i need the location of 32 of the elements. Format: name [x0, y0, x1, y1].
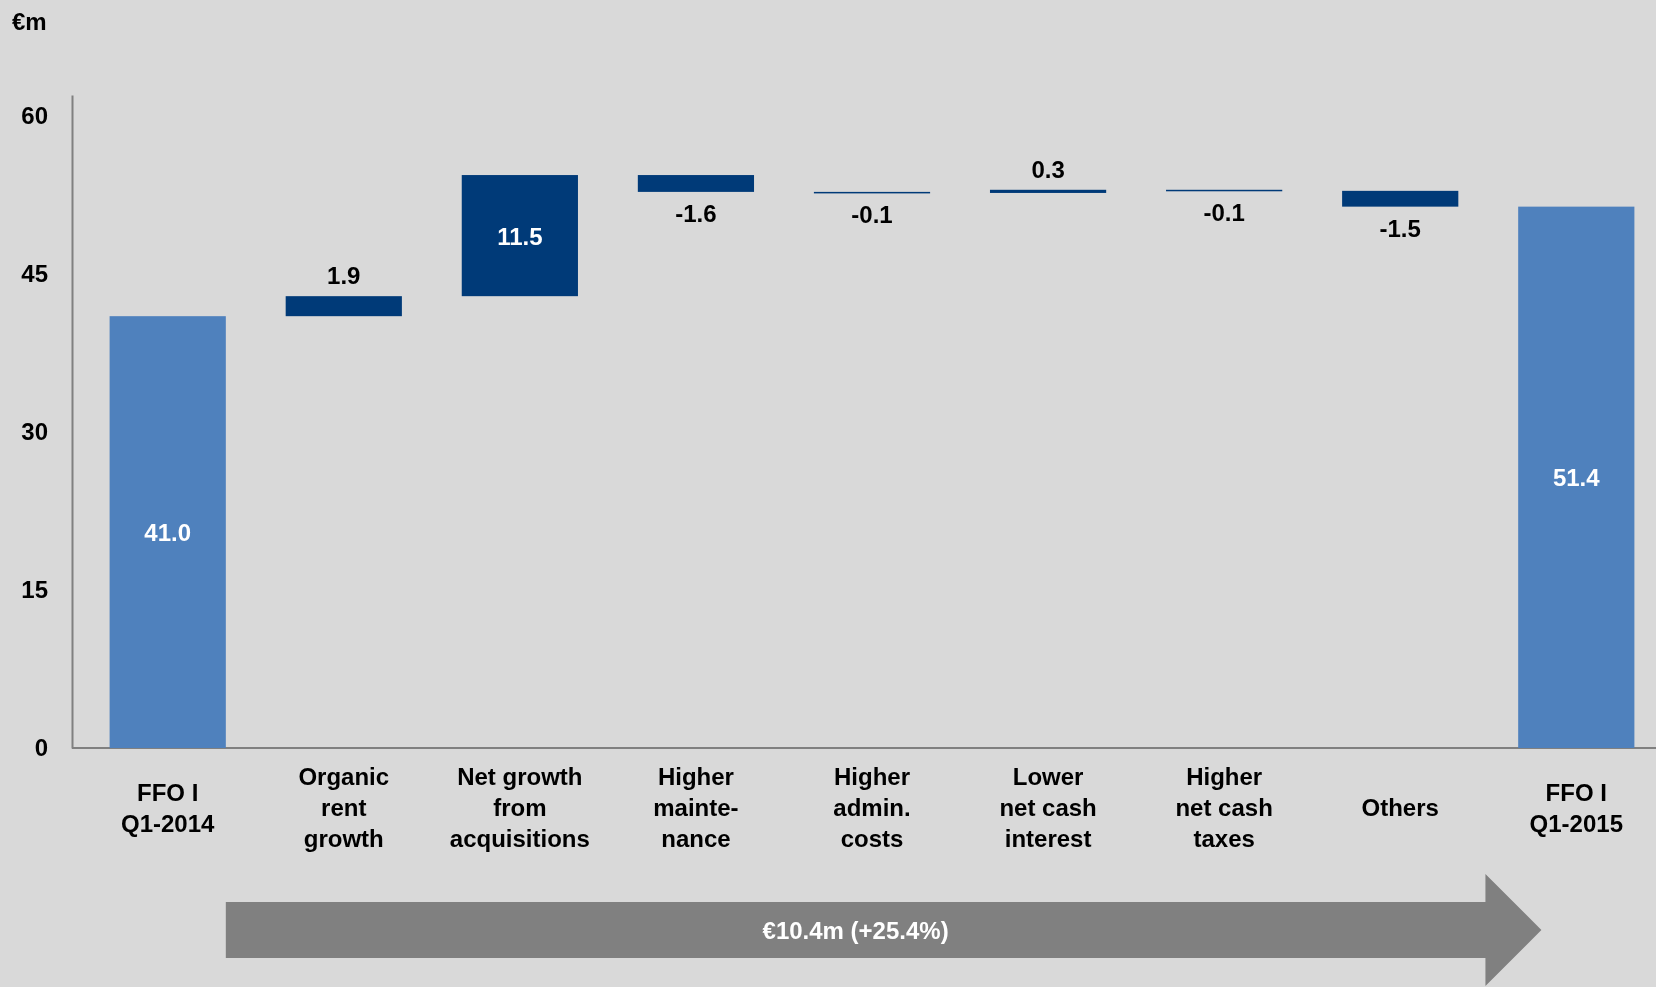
bar [109, 316, 226, 748]
x-tick-label: FFO I Q1-2014 [121, 778, 216, 837]
data-label: 51.4 [1552, 464, 1601, 492]
bar [1518, 206, 1635, 748]
bar [461, 175, 578, 297]
data-label: -1.6 [675, 199, 717, 227]
x-tick-label: Higher net cash taxes [1175, 763, 1273, 852]
y-tick-label: 60 [21, 102, 48, 130]
x-tick-label: Others [1361, 794, 1439, 821]
bar [1342, 190, 1459, 207]
x-tick-label: Organic rent growth [298, 763, 390, 852]
x-tick-label: Net growth from acquisitions [449, 763, 590, 852]
x-tick-label: FFO I Q1-2015 [1529, 778, 1623, 837]
y-tick-label: 45 [21, 260, 48, 288]
data-label: -0.1 [851, 201, 893, 229]
bar [285, 296, 402, 317]
bar [989, 189, 1107, 193]
y-tick-label: 0 [34, 734, 48, 762]
data-label: -1.5 [1379, 214, 1421, 242]
y-axis-title: €m [12, 8, 47, 35]
y-tick-label: 15 [21, 576, 48, 604]
x-tick-label: Higher admin. costs [833, 763, 911, 852]
data-label: -0.1 [1203, 199, 1245, 227]
data-label: 41.0 [144, 519, 192, 547]
data-label: 0.3 [1031, 155, 1065, 183]
data-label: 1.9 [327, 262, 361, 290]
x-tick-label: Lower net cash interest [999, 763, 1097, 852]
x-tick-label: Higher mainte- nance [653, 763, 739, 852]
text: €10.4m (+25.4%) [762, 917, 949, 944]
data-label: 11.5 [497, 222, 543, 250]
bar [637, 175, 755, 192]
y-tick-label: 30 [21, 418, 48, 446]
